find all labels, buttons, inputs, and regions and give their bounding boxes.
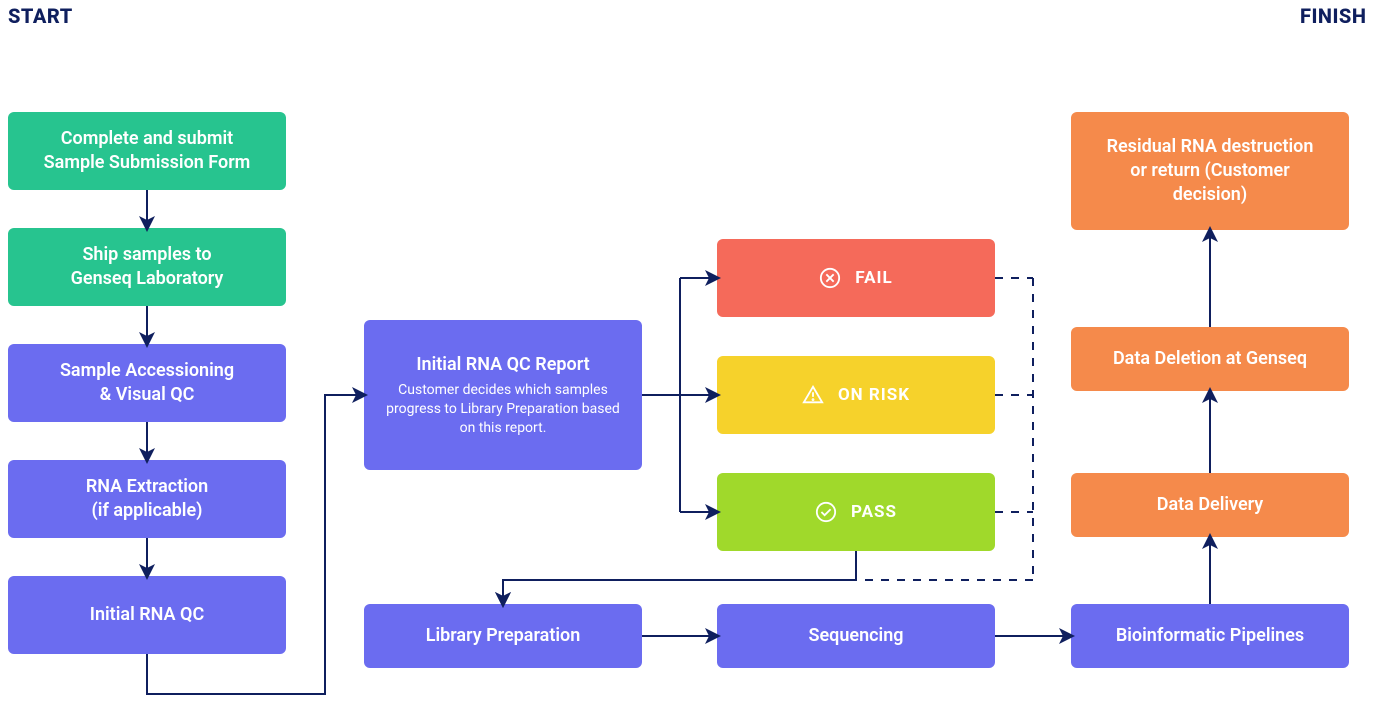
circle-x-icon <box>819 267 841 289</box>
node-submit-form: Complete and submitSample Submission For… <box>8 112 286 190</box>
node-accessioning: Sample Accessioning& Visual QC <box>8 344 286 422</box>
status-pass: PASS <box>717 473 995 551</box>
node-text: Data Delivery <box>1157 493 1264 517</box>
node-data-delivery: Data Delivery <box>1071 473 1349 537</box>
node-text: Ship samples toGenseq Laboratory <box>71 243 224 292</box>
node-rna-extraction: RNA Extraction(if applicable) <box>8 460 286 538</box>
node-initial-qc: Initial RNA QC <box>8 576 286 654</box>
node-text: RNA Extraction(if applicable) <box>86 475 208 524</box>
finish-label: FINISH <box>1300 4 1366 28</box>
start-label: START <box>8 4 73 28</box>
node-text: Data Deletion at Genseq <box>1113 347 1307 371</box>
status-text: PASS <box>851 501 897 524</box>
node-bioinformatics: Bioinformatic Pipelines <box>1071 604 1349 668</box>
node-ship-samples: Ship samples toGenseq Laboratory <box>8 228 286 306</box>
node-residual-rna: Residual RNA destructionor return (Custo… <box>1071 112 1349 230</box>
node-data-deletion: Data Deletion at Genseq <box>1071 327 1349 391</box>
node-text: Sample Accessioning& Visual QC <box>60 359 234 408</box>
status-text: ON RISK <box>838 384 910 407</box>
triangle-warn-icon <box>802 384 824 406</box>
node-text: Library Preparation <box>426 624 581 648</box>
node-sequencing: Sequencing <box>717 604 995 668</box>
node-text: Complete and submitSample Submission For… <box>44 127 251 176</box>
status-text: FAIL <box>855 267 892 290</box>
node-title: Initial RNA QC Report <box>416 353 589 377</box>
node-qc-report: Initial RNA QC Report Customer decides w… <box>364 320 642 470</box>
node-text: Residual RNA destructionor return (Custo… <box>1107 135 1314 208</box>
circle-check-icon <box>815 501 837 523</box>
node-text: Initial RNA QC <box>90 603 204 627</box>
node-subtitle: Customer decides which samples progress … <box>378 381 628 438</box>
status-fail: FAIL <box>717 239 995 317</box>
node-library-prep: Library Preparation <box>364 604 642 668</box>
node-text: Bioinformatic Pipelines <box>1116 624 1304 648</box>
status-on-risk: ON RISK <box>717 356 995 434</box>
node-text: Sequencing <box>809 624 904 648</box>
